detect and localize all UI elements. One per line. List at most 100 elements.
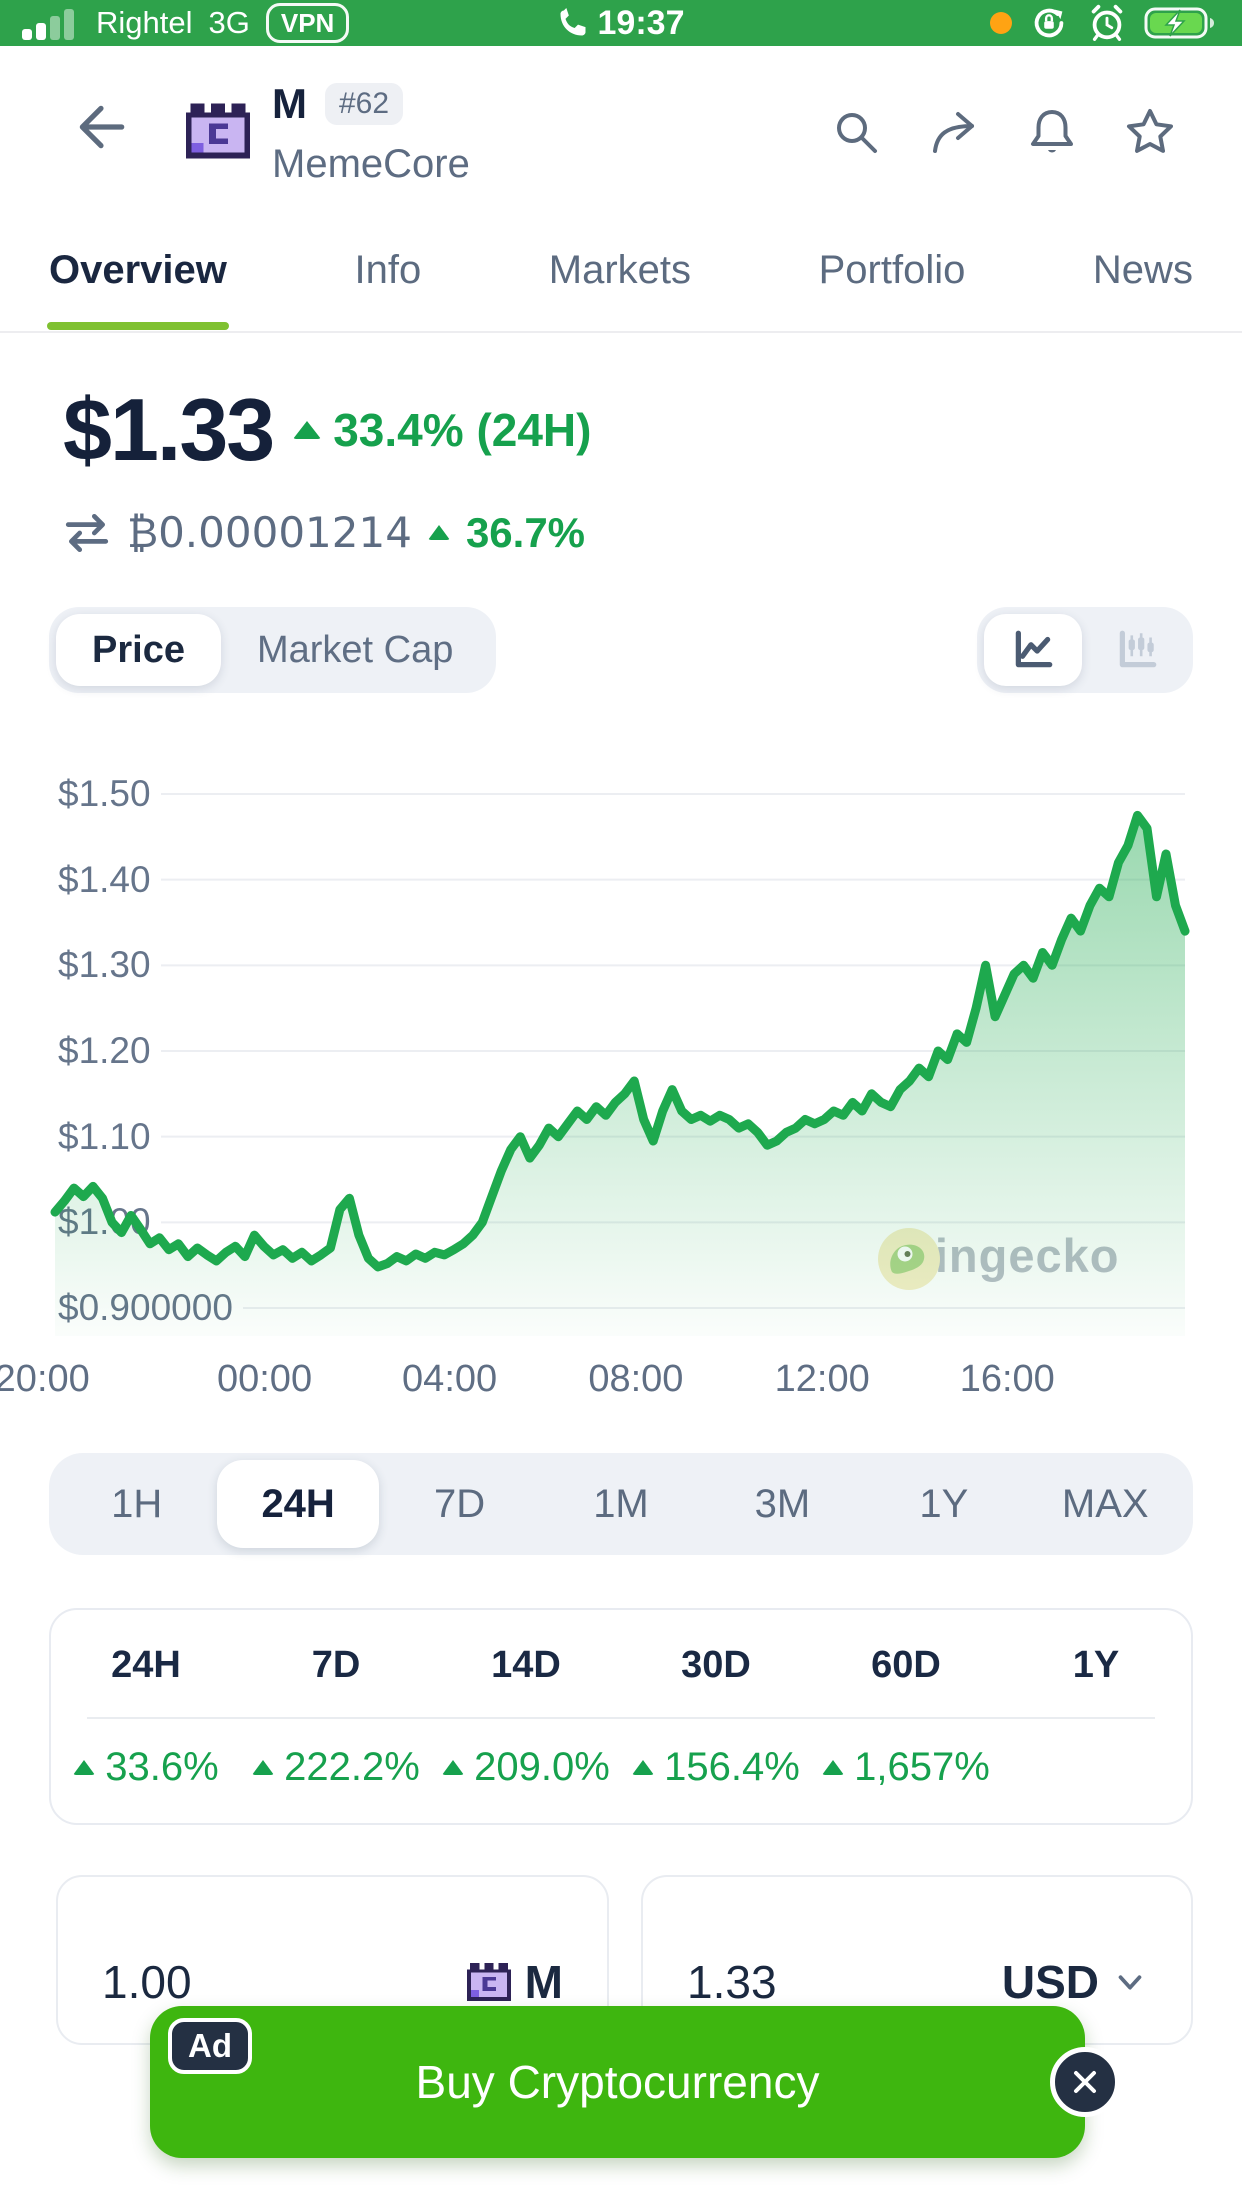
perf-col-1y: 1Y — [1072, 1644, 1120, 1686]
tab-label: News — [1092, 248, 1193, 292]
fiat-symbol-label: USD — [1001, 1956, 1099, 2008]
tab-overview[interactable]: Overview — [47, 240, 229, 332]
memecore-coin-logo — [466, 1963, 511, 2001]
ad-badge: Ad — [168, 2018, 252, 2074]
battery-charging-icon — [1144, 7, 1214, 39]
ad-banner-text: Buy Cryptocurrency — [415, 2056, 820, 2108]
metric-option-price[interactable]: Price — [56, 614, 221, 686]
close-icon — [1074, 2071, 1096, 2093]
price-chart[interactable]: $1.50$1.40$1.30$1.20$1.10$1.00$0.900000 … — [0, 773, 1242, 1390]
coin-header: M #62 MemeCore — [0, 46, 1242, 211]
perf-value-1y — [1001, 1745, 1191, 1790]
price-change-period: (24H) — [476, 404, 592, 456]
up-triangle-icon — [822, 1760, 845, 1775]
coin-amount-input[interactable]: 1.00 — [102, 1956, 192, 2008]
share-icon[interactable] — [928, 106, 980, 158]
perf-col-7d: 7D — [311, 1644, 361, 1686]
signal-strength-icon — [22, 9, 74, 40]
ad-close-button[interactable] — [1050, 2047, 1120, 2117]
y-tick--1-50: $1.50 — [48, 773, 161, 815]
x-tick-00-00: 00:00 — [216, 1358, 313, 1400]
perf-value-30d: 156.4% — [621, 1745, 811, 1790]
fiat-amount-input[interactable]: 1.33 — [687, 1956, 777, 2008]
x-tick-08-00: 08:00 — [588, 1358, 684, 1400]
chart-type-toggle — [977, 607, 1193, 693]
price-block: $1.33 33.4% (24H) — [63, 378, 591, 482]
line-chart-button[interactable] — [984, 614, 1082, 686]
price-change-pct: 33.4% — [333, 404, 464, 456]
y-tick--1-40: $1.40 — [48, 858, 161, 901]
swap-icon[interactable] — [63, 509, 111, 557]
tab-markets[interactable]: Markets — [549, 240, 691, 332]
btc-change-pct: 36.7% — [465, 508, 586, 556]
ad-banner[interactable]: Ad Buy Cryptocurrency — [150, 2006, 1120, 2158]
performance-divider — [87, 1717, 1155, 1719]
up-triangle-icon — [293, 421, 322, 439]
range-3m[interactable]: 3M — [754, 1481, 811, 1526]
tab-news[interactable]: News — [1093, 240, 1193, 332]
x-tick-20-00: 20:00 — [0, 1358, 90, 1400]
perf-value-60d: 1,657% — [811, 1745, 1001, 1790]
x-tick-16-00: 16:00 — [959, 1358, 1055, 1400]
coin-name: MemeCore — [272, 142, 470, 186]
tab-label: Portfolio — [818, 248, 966, 292]
active-tab-underline — [47, 322, 229, 330]
candlestick-chart-button[interactable] — [1088, 614, 1186, 686]
tabs-divider — [0, 331, 1242, 333]
perf-value-7d: 222.2% — [241, 1745, 431, 1790]
up-triangle-icon — [632, 1760, 655, 1775]
current-price: $1.33 — [63, 380, 275, 479]
tab-info[interactable]: Info — [354, 240, 421, 332]
up-triangle-icon — [252, 1760, 275, 1775]
tab-label: Overview — [49, 248, 227, 292]
tab-label: Info — [354, 248, 422, 292]
status-bar: Rightel 3G VPN 19:37 — [0, 0, 1242, 46]
y-tick--1-10: $1.10 — [48, 1115, 161, 1158]
mic-in-use-dot — [990, 12, 1012, 34]
memecore-coin-logo — [186, 103, 250, 159]
time-range-selector: 1H 24H 7D 1M 3M 1Y MAX — [49, 1453, 1193, 1555]
tab-bar: Overview Info Markets Portfolio News — [0, 240, 1242, 332]
active-call-indicator[interactable]: 19:37 — [511, 4, 731, 43]
range-max[interactable]: MAX — [1061, 1481, 1149, 1526]
coin-symbol-label: M — [524, 1956, 563, 2008]
range-24h[interactable]: 24H — [217, 1460, 379, 1548]
coin-symbol: M — [272, 80, 307, 127]
chart-x-axis-labels: 20:00 00:00 04:00 08:00 12:00 16:00 — [0, 1358, 1242, 1410]
metric-option-market-cap[interactable]: Market Cap — [256, 629, 454, 671]
network-type-label: 3G — [208, 5, 250, 40]
range-1h[interactable]: 1H — [111, 1481, 163, 1526]
perf-col-14d: 14D — [491, 1644, 561, 1686]
perf-value-24h: 33.6% — [51, 1745, 241, 1790]
y-tick--1-30: $1.30 — [48, 944, 161, 987]
chevron-down-icon — [1118, 1975, 1142, 1990]
search-icon[interactable] — [830, 106, 882, 158]
range-1y[interactable]: 1Y — [919, 1481, 969, 1526]
btc-conversion-row: ₿0.00001214 36.7% — [63, 508, 585, 557]
tab-portfolio[interactable]: Portfolio — [819, 240, 966, 332]
range-7d[interactable]: 7D — [433, 1481, 486, 1526]
rotation-lock-icon — [1034, 8, 1064, 38]
favorite-star-icon[interactable] — [1124, 106, 1176, 158]
price-marketcap-toggle: Price Market Cap — [49, 607, 497, 693]
chart-price-line — [50, 810, 1190, 1336]
clock-time: 19:37 — [597, 3, 685, 42]
phone-icon — [560, 8, 586, 36]
up-triangle-icon — [442, 1760, 465, 1775]
y-tick--1-20: $1.20 — [48, 1030, 161, 1072]
tab-label: Markets — [548, 248, 692, 292]
carrier-label: Rightel — [96, 5, 193, 40]
notification-bell-icon[interactable] — [1026, 106, 1078, 158]
market-rank-badge: #62 — [325, 83, 404, 125]
fiat-currency-select[interactable]: USD — [1002, 1955, 1147, 2009]
x-tick-04-00: 04:00 — [402, 1358, 498, 1400]
perf-col-30d: 30D — [681, 1644, 751, 1686]
back-button[interactable] — [72, 98, 130, 156]
perf-col-60d: 60D — [871, 1644, 941, 1686]
alarm-icon — [1091, 4, 1123, 41]
performance-card: 24H 7D 14D 30D 60D 1Y 33.6% 222.2% 209.0% 156.4%… — [49, 1608, 1193, 1825]
up-triangle-icon — [73, 1760, 96, 1775]
range-1m[interactable]: 1M — [593, 1481, 649, 1526]
vpn-badge: VPN — [265, 3, 350, 43]
perf-value-14d: 209.0% — [431, 1745, 621, 1790]
